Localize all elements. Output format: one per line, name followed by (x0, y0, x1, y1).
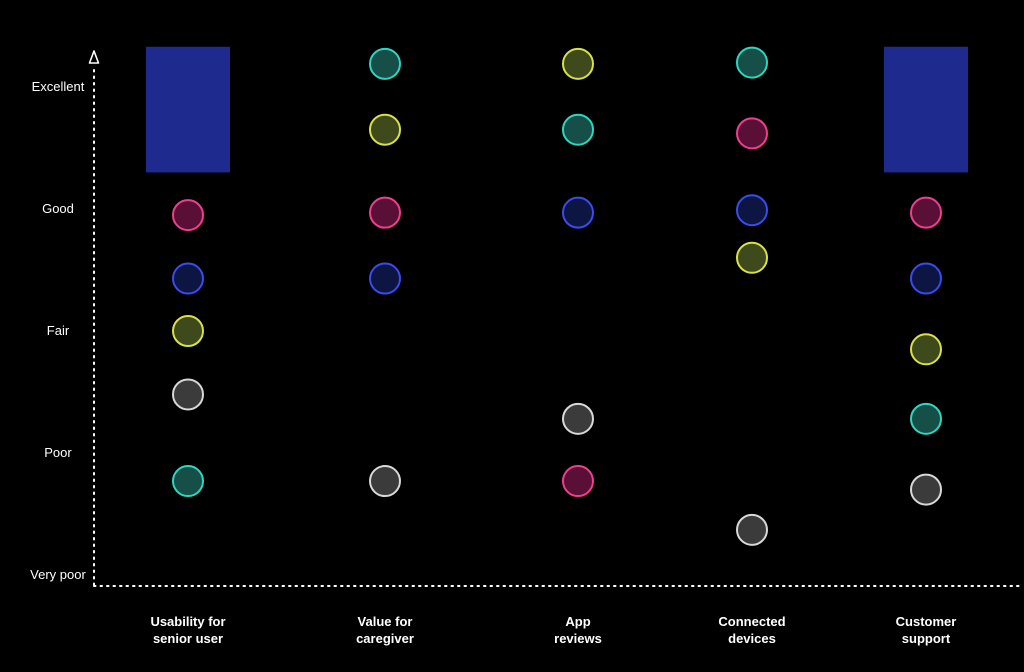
data-point (736, 117, 768, 150)
data-point (562, 402, 594, 435)
highlight-bar-0 (146, 46, 230, 173)
data-point (736, 46, 768, 79)
data-point (910, 262, 942, 295)
y-tick-label: Excellent (32, 79, 85, 94)
data-point (172, 315, 204, 347)
data-point (172, 378, 204, 411)
data-point (562, 113, 594, 146)
x-tick-label: App reviews (554, 614, 602, 646)
y-tick-label: Good (42, 201, 74, 216)
data-point (172, 199, 204, 232)
data-point (736, 194, 768, 227)
x-tick-label: Usability for senior user (150, 614, 225, 646)
data-point (910, 196, 942, 229)
data-point (562, 47, 594, 80)
x-tick-label: Value for caregiver (356, 614, 414, 646)
data-point (369, 196, 401, 229)
y-tick-label: Very poor (30, 567, 86, 582)
y-tick-label: Fair (47, 323, 70, 338)
data-point (736, 241, 768, 274)
data-point (369, 465, 401, 498)
y-tick-label: Poor (44, 445, 72, 460)
y-tick-labels: Very poor Poor Fair Good Excellent (30, 79, 86, 582)
x-tick-label: Customer support (896, 614, 957, 646)
data-point (369, 47, 401, 80)
data-point (172, 262, 204, 295)
highlight-bar-1 (884, 46, 968, 173)
axes (88, 50, 1023, 587)
data-point (910, 333, 942, 366)
data-point (562, 196, 594, 229)
data-points (172, 46, 942, 546)
x-tick-labels: Usability for senior user Value for caregiv… (150, 614, 956, 646)
data-point (910, 473, 942, 506)
data-point (910, 402, 942, 435)
y-axis-arrow-icon (88, 50, 100, 64)
data-point (369, 113, 401, 146)
x-tick-label: Connected devices (718, 614, 785, 646)
data-point (736, 513, 768, 546)
data-point (369, 262, 401, 295)
data-point (562, 465, 594, 498)
data-point (172, 465, 204, 498)
highlight-bars (146, 46, 968, 173)
